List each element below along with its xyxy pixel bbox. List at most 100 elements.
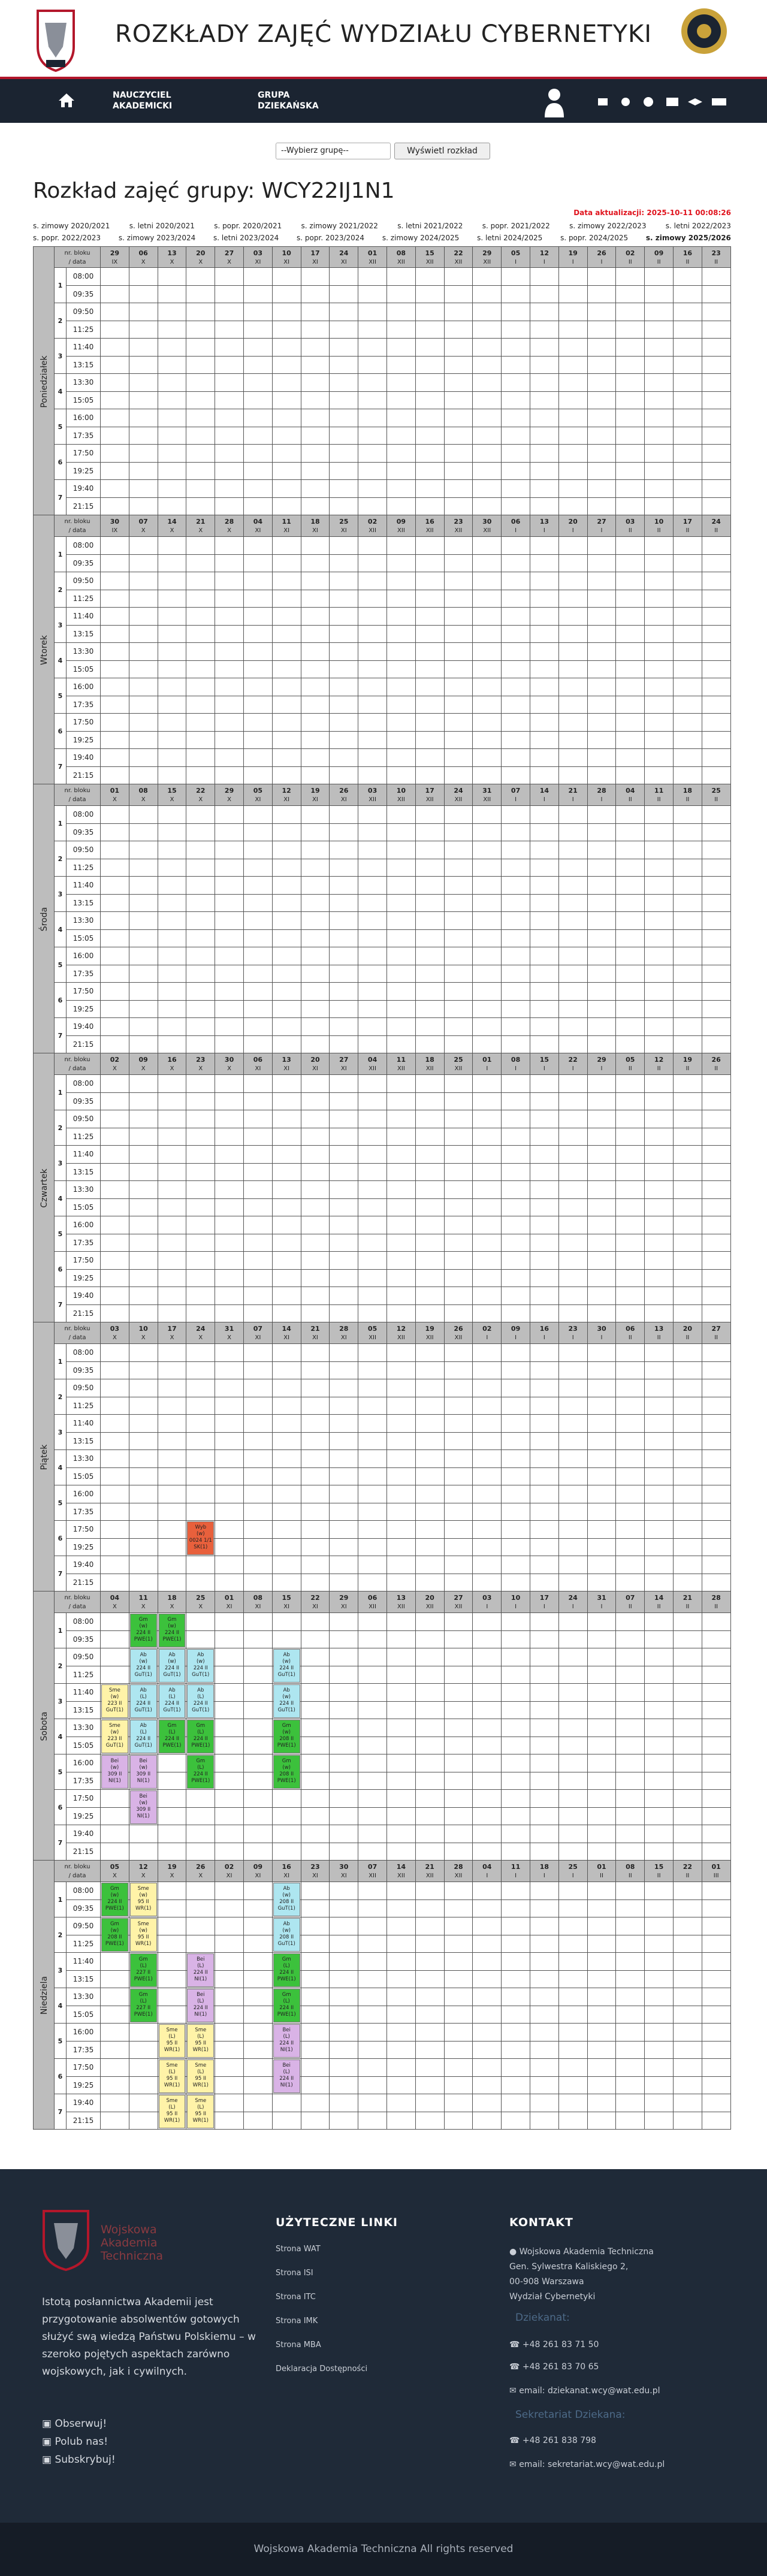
lesson-text[interactable]: 224 II [193, 1736, 208, 1742]
useful-link[interactable]: Strona WAT [276, 2245, 321, 2254]
semester-link[interactable]: s. zimowy 2023/2024 [118, 234, 196, 242]
lesson-text[interactable]: 95 II [195, 2111, 207, 2117]
lesson[interactable]: Gm (w) 208 II PWE(1) [101, 1918, 128, 1952]
lesson-text[interactable]: Ab [283, 1886, 290, 1892]
lesson-text[interactable]: 224 II [279, 2076, 294, 2082]
lesson-text[interactable]: 309 II [136, 1807, 151, 1813]
lesson-text[interactable]: 224 II [279, 2040, 294, 2046]
lesson[interactable]: Gm (L) 224 II PWE(1) [158, 1720, 186, 1753]
lesson-text[interactable]: (L) [283, 1963, 290, 1969]
lesson-text[interactable]: NI(1) [194, 2012, 207, 2018]
lesson[interactable]: Sme (L) 95 II WR(1) [158, 2095, 186, 2128]
lesson-text[interactable]: GuT(1) [163, 1707, 181, 1713]
lesson-text[interactable]: Ab [197, 1652, 204, 1658]
lesson-text[interactable]: Gm [110, 1886, 119, 1892]
lesson-text[interactable]: Sme [195, 2062, 207, 2068]
semester-link[interactable]: s. popr. 2024/2025 [560, 234, 629, 242]
lesson-text[interactable]: NI(1) [137, 1813, 150, 1819]
lesson-text[interactable]: 224 II [193, 1701, 208, 1707]
lesson-text[interactable]: 208 II [279, 1771, 294, 1777]
lesson-text[interactable]: 224 II [165, 1701, 179, 1707]
lesson-text[interactable]: (w) [110, 1729, 119, 1735]
semester-link[interactable]: s. letni 2022/2023 [665, 222, 731, 230]
nav-link[interactable]: NAUCZYCIEL AKADEMICKI [113, 90, 173, 111]
lesson[interactable]: Ab (w) 224 II GuT(1) [273, 1649, 300, 1683]
show-button[interactable]: Wyświetl rozkład [394, 143, 490, 159]
lesson-text[interactable]: Wyb [195, 1524, 207, 1530]
social-text[interactable]: Polub nas! [55, 2436, 108, 2448]
lesson-text[interactable]: (w) [196, 1531, 205, 1537]
lesson-text[interactable]: 224 II [165, 1665, 179, 1671]
lesson-text[interactable]: Gm [138, 1617, 148, 1623]
lesson[interactable]: Sme (L) 95 II WR(1) [187, 2024, 215, 2058]
semester-link[interactable]: s. popr. 2020/2021 [214, 222, 282, 230]
lesson[interactable]: Gm (w) 224 II PWE(1) [129, 1614, 157, 1647]
lesson-text[interactable]: Gm [167, 1617, 177, 1623]
lesson-text[interactable]: Sme [195, 2027, 207, 2033]
lesson-text[interactable]: WR(1) [164, 2047, 180, 2053]
lesson[interactable]: Bei (w) 309 II NI(1) [129, 1790, 157, 1824]
lesson-text[interactable]: (w) [139, 1892, 147, 1898]
useful-link[interactable]: Strona ITC [276, 2293, 316, 2302]
lesson-text[interactable]: NI(1) [280, 2047, 293, 2053]
lesson-text[interactable]: 224 II [193, 1665, 208, 1671]
lesson-text[interactable]: (L) [197, 1963, 204, 1969]
lesson-text[interactable]: (w) [282, 1765, 291, 1771]
lesson-text[interactable]: 227 II [136, 1970, 151, 1976]
lesson-text[interactable]: (w) [139, 1659, 147, 1665]
lesson[interactable]: Sme (L) 95 II WR(1) [187, 2095, 215, 2128]
social-link[interactable]: ▣ Obserwuj! [42, 2418, 107, 2430]
lesson-text[interactable]: (L) [197, 1765, 204, 1771]
lesson-text[interactable]: (L) [283, 2034, 290, 2040]
lesson-text[interactable]: 95 II [166, 2040, 178, 2046]
lesson[interactable]: Ab (L) 224 II GuT(1) [129, 1684, 157, 1718]
lesson-text[interactable]: Gm [196, 1758, 206, 1764]
lesson-text[interactable]: 224 II [136, 1630, 151, 1636]
lesson-text[interactable]: 309 II [136, 1771, 151, 1777]
lesson-text[interactable]: Bei [197, 1992, 205, 1998]
semester-link[interactable]: s. zimowy 2025/2026 [645, 234, 731, 242]
lesson-text[interactable]: NI(1) [194, 1976, 207, 1982]
lesson-text[interactable]: (L) [197, 2069, 204, 2075]
lesson-text[interactable]: Sme [137, 1886, 149, 1892]
lesson[interactable]: Ab (w) 224 II GuT(1) [273, 1684, 300, 1718]
lesson-text[interactable]: (w) [139, 1765, 147, 1771]
lesson-text[interactable]: Ab [168, 1687, 176, 1693]
lesson-text[interactable]: 223 II [107, 1736, 122, 1742]
lesson[interactable]: Gm (w) 224 II PWE(1) [158, 1614, 186, 1647]
lesson-text[interactable]: 95 II [166, 2076, 178, 2082]
lesson-text[interactable]: Ab [283, 1652, 290, 1658]
lesson-text[interactable]: Gm [282, 1992, 291, 1998]
lesson-text[interactable]: 0024 1/1 [189, 1538, 212, 1544]
lesson-text[interactable]: Ab [283, 1687, 290, 1693]
lesson-text[interactable]: PWE(1) [277, 1778, 296, 1784]
lesson[interactable]: Ab (L) 224 II GuT(1) [158, 1684, 186, 1718]
lesson-text[interactable]: 224 II [193, 1771, 208, 1777]
lesson-text[interactable]: 224 II [193, 2005, 208, 2011]
lesson-text[interactable]: WR(1) [164, 2118, 180, 2124]
lesson[interactable]: Bei (w) 309 II NI(1) [101, 1755, 128, 1789]
lesson-text[interactable]: GuT(1) [277, 1941, 295, 1947]
lesson-text[interactable]: (L) [197, 1694, 204, 1700]
lesson-text[interactable]: (L) [140, 1963, 147, 1969]
lesson[interactable]: Gm (w) 208 II PWE(1) [273, 1720, 300, 1753]
lesson-text[interactable]: GuT(1) [277, 1672, 295, 1678]
lesson-text[interactable]: Ab [140, 1687, 147, 1693]
lesson[interactable]: Sme (w) 223 II GuT(1) [101, 1684, 128, 1718]
lesson-text[interactable]: 208 II [279, 1736, 294, 1742]
lesson-text[interactable]: 95 II [137, 1899, 149, 1905]
lesson[interactable]: Ab (w) 224 II GuT(1) [187, 1649, 215, 1683]
lesson-text[interactable]: Bei [197, 1956, 205, 1962]
lesson[interactable]: Gm (L) 224 II PWE(1) [187, 1755, 215, 1789]
lesson-text[interactable]: PWE(1) [191, 1743, 210, 1748]
lesson-text[interactable]: 224 II [193, 1970, 208, 1976]
lesson-text[interactable]: (L) [283, 2069, 290, 2075]
lesson-text[interactable]: Ab [283, 1921, 290, 1927]
lesson[interactable]: Sme (L) 95 II WR(1) [158, 2059, 186, 2093]
lesson-text[interactable]: (w) [168, 1659, 176, 1665]
lesson[interactable]: Sme (w) 95 II WR(1) [129, 1918, 157, 1952]
lesson-text[interactable]: (w) [282, 1892, 291, 1898]
lesson-text[interactable]: 95 II [137, 1934, 149, 1940]
lesson[interactable]: Gm (L) 224 II PWE(1) [273, 1953, 300, 1987]
lesson-text[interactable]: (L) [168, 1729, 176, 1735]
